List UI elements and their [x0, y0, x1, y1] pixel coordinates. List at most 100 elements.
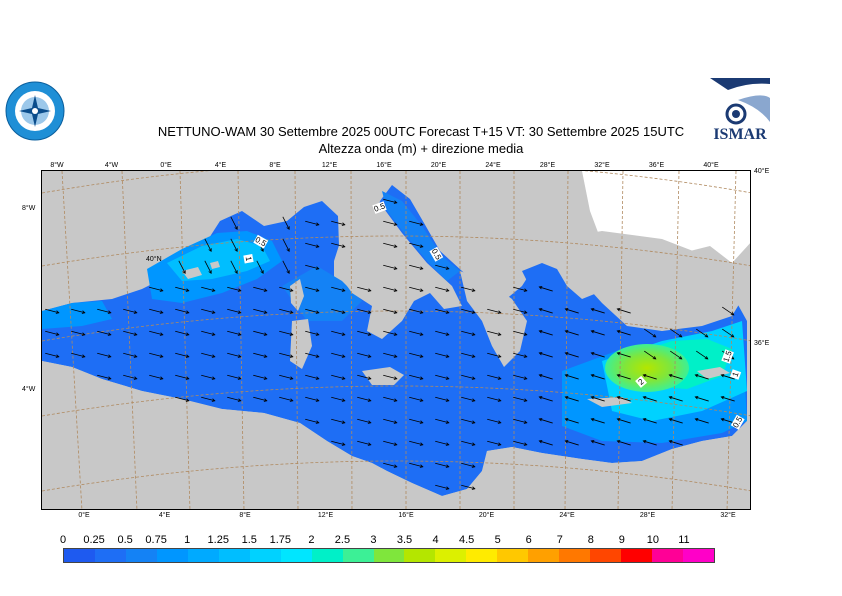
direction-arrow: [539, 418, 553, 424]
direction-arrow: [149, 352, 163, 358]
direction-arrow: [331, 308, 345, 314]
direction-arrowhead: [497, 442, 502, 446]
balearic-islands: [182, 267, 202, 279]
direction-arrowhead: [445, 398, 450, 402]
direction-arrow: [487, 418, 501, 424]
direction-arrow: [123, 374, 137, 380]
colorbar-label: 0.25: [83, 534, 105, 546]
direction-arrow: [435, 374, 449, 380]
direction-arrow: [97, 352, 111, 358]
crete-island: [587, 397, 632, 407]
direction-arrowhead: [471, 310, 476, 314]
direction-arrowhead: [133, 376, 138, 380]
direction-arrow: [305, 286, 319, 292]
direction-arrow: [175, 374, 189, 380]
direction-arrowhead: [237, 310, 242, 314]
direction-arrowhead: [341, 442, 346, 446]
direction-arrow: [539, 286, 553, 292]
direction-arrowhead: [133, 310, 138, 314]
direction-arrowhead: [538, 285, 543, 290]
direction-arrow: [539, 330, 553, 336]
direction-arrowhead: [523, 354, 528, 358]
direction-arrowhead: [419, 420, 424, 424]
direction-arrowhead: [234, 248, 238, 252]
direction-arrow: [331, 330, 345, 336]
direction-arrowhead: [538, 329, 543, 334]
direction-arrowhead: [211, 398, 216, 402]
direction-arrowhead: [211, 332, 216, 336]
direction-arrow: [695, 374, 709, 380]
direction-arrowhead: [185, 354, 190, 358]
colorbar-label: 3.5: [396, 534, 413, 546]
direction-arrow: [383, 286, 397, 292]
direction-arrow: [669, 418, 683, 424]
direction-arrowhead: [341, 222, 346, 226]
direction-arrow: [383, 396, 397, 402]
direction-arrowhead: [497, 332, 502, 336]
direction-arrowhead: [263, 398, 268, 402]
direction-arrow: [282, 260, 290, 274]
direction-arrowhead: [590, 329, 595, 334]
colorbar-segment: [621, 549, 653, 562]
colorbar-segment: [683, 549, 715, 562]
direction-arrowhead: [445, 354, 450, 358]
direction-arrowhead: [367, 442, 372, 446]
colorbar-label: 1.75: [269, 534, 292, 546]
direction-arrow: [461, 330, 475, 336]
direction-arrow: [279, 352, 293, 358]
direction-arrowhead: [564, 307, 569, 312]
colorbar-segment: [311, 549, 343, 562]
direction-arrowhead: [393, 266, 398, 270]
direction-arrow: [487, 352, 501, 358]
direction-arrowhead: [616, 439, 621, 444]
direction-arrow: [435, 484, 449, 490]
direction-arrow: [461, 418, 475, 424]
direction-arrow: [383, 264, 397, 270]
direction-arrow: [71, 308, 85, 314]
direction-arrowhead: [616, 373, 621, 378]
colorbar-segment: [497, 549, 529, 562]
colorbar-segment: [435, 549, 467, 562]
direction-arrow: [149, 286, 163, 292]
direction-arrow: [178, 260, 186, 274]
direction-arrowhead: [590, 417, 595, 422]
direction-arrow: [383, 374, 397, 380]
top-lon-label: 4°W: [104, 162, 119, 169]
direction-arrow: [253, 330, 267, 336]
inner-lat-label: 40°N: [146, 255, 162, 263]
direction-arrowhead: [315, 222, 320, 226]
direction-arrowhead: [237, 332, 242, 336]
direction-arrow: [331, 220, 345, 226]
direction-arrowhead: [564, 439, 569, 444]
colorbar-label: 1: [184, 534, 191, 546]
colorbar-segment: [218, 549, 250, 562]
bottom-lon-label: 4°E: [158, 512, 171, 519]
direction-arrow: [721, 396, 735, 402]
top-lon-label: 24°E: [485, 162, 501, 169]
direction-arrowhead: [185, 310, 190, 314]
direction-arrow: [357, 330, 371, 336]
direction-arrow: [149, 374, 163, 380]
direction-arrowhead: [523, 398, 528, 402]
colorbar-label: 0.5: [117, 534, 133, 546]
direction-arrow: [227, 352, 241, 358]
direction-arrowhead: [182, 270, 186, 274]
direction-arrowhead: [538, 395, 543, 400]
direction-arrowhead: [315, 354, 320, 358]
direction-arrowhead: [642, 373, 647, 378]
direction-arrow: [253, 396, 267, 402]
colorbar-label: 2.5: [334, 534, 351, 546]
direction-arrowhead: [538, 351, 543, 356]
direction-arrow: [461, 352, 475, 358]
direction-arrow: [383, 198, 397, 204]
direction-arrow: [123, 330, 137, 336]
direction-arrowhead: [652, 356, 657, 360]
direction-arrowhead: [694, 417, 699, 422]
top-lon-label: 28°E: [539, 162, 556, 169]
direction-arrowhead: [263, 332, 268, 336]
direction-arrowhead: [471, 288, 476, 292]
direction-arrowhead: [668, 417, 673, 422]
direction-arrow: [695, 328, 709, 338]
direction-arrow: [305, 264, 319, 270]
direction-arrow: [383, 242, 397, 248]
